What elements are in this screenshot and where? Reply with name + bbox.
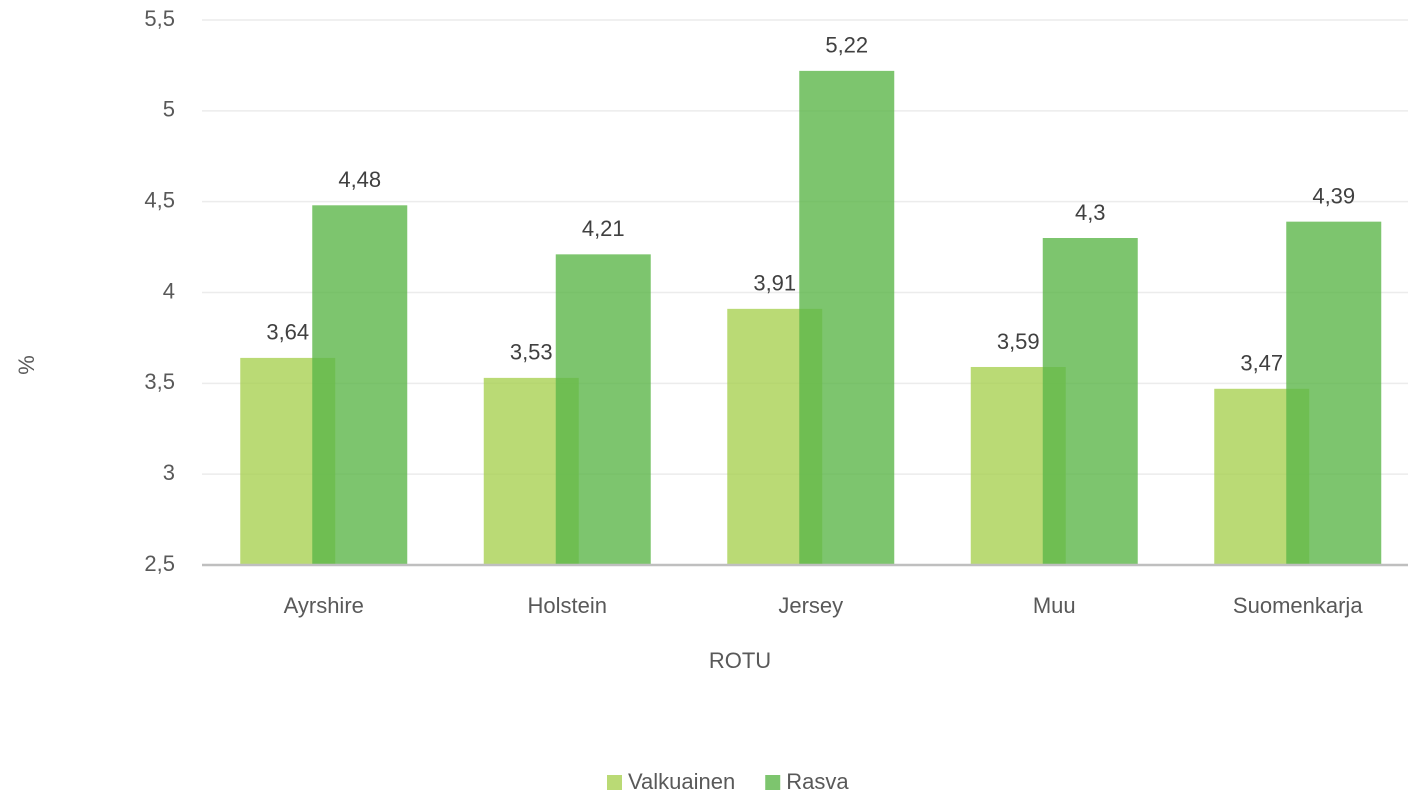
- bar: [1042, 238, 1138, 565]
- y-tick-label: 4,5: [144, 187, 175, 212]
- y-tick-label: 5,5: [144, 6, 175, 31]
- bar: [312, 205, 408, 566]
- value-label: 3,53: [510, 340, 553, 365]
- x-tick-label: Jersey: [778, 593, 843, 618]
- value-label: 4,48: [338, 167, 381, 192]
- x-tick-label: Holstein: [528, 593, 607, 618]
- y-tick-label: 2,5: [144, 551, 175, 576]
- value-label: 3,59: [997, 329, 1040, 354]
- legend-swatch: [607, 775, 622, 790]
- y-tick-label: 4: [163, 278, 175, 303]
- x-tick-label: Suomenkarja: [1233, 593, 1363, 618]
- value-label: 3,91: [753, 271, 796, 296]
- legend-label: Rasva: [786, 769, 849, 794]
- value-label: 4,39: [1312, 183, 1355, 208]
- x-tick-label: Muu: [1033, 593, 1076, 618]
- bar: [1286, 221, 1382, 565]
- y-tick-label: 3: [163, 460, 175, 485]
- y-tick-label: 5: [163, 97, 175, 122]
- legend-swatch: [765, 775, 781, 790]
- bar: [555, 254, 651, 565]
- value-label: 3,64: [266, 320, 309, 345]
- x-tick-label: Ayrshire: [284, 593, 364, 618]
- value-label: 3,47: [1240, 351, 1283, 376]
- value-label: 4,3: [1075, 200, 1106, 225]
- x-axis-title: ROTU: [709, 648, 771, 673]
- y-axis-title: %: [14, 355, 39, 375]
- y-tick-label: 3,5: [144, 369, 175, 394]
- legend-label: Valkuainen: [628, 769, 735, 794]
- value-label: 5,22: [825, 33, 868, 58]
- value-label: 4,21: [582, 216, 625, 241]
- bar: [799, 70, 895, 565]
